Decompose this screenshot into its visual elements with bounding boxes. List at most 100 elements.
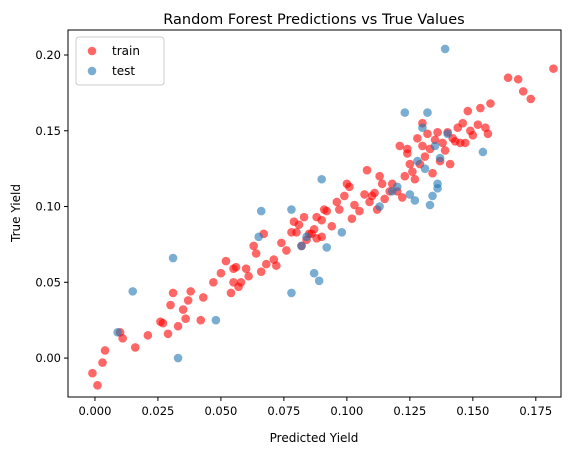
point bbox=[400, 108, 410, 117]
point bbox=[405, 159, 415, 169]
point bbox=[423, 108, 432, 117]
point bbox=[433, 184, 442, 193]
point bbox=[420, 164, 430, 173]
y-tick-label: 0.20 bbox=[35, 48, 61, 62]
point bbox=[322, 243, 332, 252]
point bbox=[178, 305, 188, 314]
point bbox=[395, 141, 405, 151]
point bbox=[143, 331, 153, 340]
point bbox=[473, 120, 483, 130]
point bbox=[196, 315, 206, 325]
point bbox=[463, 106, 473, 116]
point bbox=[418, 141, 427, 151]
point bbox=[445, 159, 455, 169]
x-tick-label: 0.075 bbox=[267, 404, 300, 418]
point bbox=[299, 212, 309, 222]
point bbox=[362, 165, 372, 175]
x-tick-label: 0.175 bbox=[519, 404, 552, 418]
point bbox=[254, 232, 264, 242]
point bbox=[375, 202, 384, 211]
point bbox=[186, 287, 195, 296]
point bbox=[173, 321, 183, 331]
point bbox=[443, 129, 452, 139]
point bbox=[168, 288, 178, 298]
point bbox=[347, 214, 357, 223]
point bbox=[231, 262, 241, 272]
x-tick-label: 0.025 bbox=[141, 404, 174, 418]
point bbox=[410, 174, 420, 184]
point bbox=[518, 87, 528, 96]
point bbox=[317, 232, 326, 242]
point bbox=[377, 179, 387, 189]
legend-label: train bbox=[112, 44, 140, 58]
point bbox=[282, 246, 291, 255]
point bbox=[345, 182, 354, 192]
point bbox=[387, 187, 397, 196]
point bbox=[168, 253, 178, 263]
point bbox=[256, 206, 266, 216]
point bbox=[370, 188, 379, 198]
point bbox=[360, 190, 369, 199]
x-tick-label: 0.000 bbox=[78, 404, 111, 418]
y-tick-label: 0.10 bbox=[35, 200, 61, 214]
x-tick-label: 0.100 bbox=[330, 404, 363, 418]
point bbox=[163, 329, 173, 339]
legend-box bbox=[75, 36, 165, 86]
point bbox=[294, 220, 304, 230]
point bbox=[513, 74, 523, 84]
point bbox=[272, 261, 281, 270]
point bbox=[166, 300, 175, 310]
point bbox=[413, 156, 422, 166]
point bbox=[327, 221, 337, 231]
point bbox=[216, 268, 226, 278]
plot-frame bbox=[67, 29, 562, 398]
point bbox=[113, 327, 122, 337]
x-tick-label: 0.150 bbox=[456, 404, 489, 418]
point bbox=[526, 94, 536, 104]
point bbox=[287, 205, 296, 214]
point bbox=[438, 138, 447, 148]
point bbox=[413, 134, 422, 143]
point bbox=[244, 271, 253, 281]
point bbox=[98, 358, 107, 367]
point bbox=[241, 264, 251, 273]
y-axis-label: True Yield bbox=[9, 184, 23, 243]
point bbox=[173, 353, 183, 363]
point bbox=[249, 241, 258, 251]
point bbox=[397, 193, 407, 202]
point bbox=[408, 167, 417, 176]
point bbox=[483, 129, 493, 139]
point bbox=[332, 197, 342, 207]
point bbox=[418, 123, 427, 133]
x-tick-label: 0.125 bbox=[393, 404, 426, 418]
point bbox=[340, 191, 349, 201]
point bbox=[400, 171, 410, 181]
point bbox=[335, 205, 344, 214]
point bbox=[183, 296, 193, 305]
point bbox=[322, 206, 332, 216]
point bbox=[468, 131, 478, 140]
point bbox=[486, 99, 495, 108]
point bbox=[118, 334, 127, 343]
point bbox=[251, 249, 261, 258]
chart-title: Random Forest Predictions vs True Values bbox=[163, 12, 464, 28]
point bbox=[309, 224, 319, 234]
point bbox=[433, 127, 442, 137]
point bbox=[435, 153, 445, 163]
point bbox=[405, 190, 415, 199]
point bbox=[549, 64, 558, 73]
point bbox=[430, 141, 440, 151]
legend-marker bbox=[87, 66, 97, 76]
point bbox=[198, 293, 208, 302]
point bbox=[221, 256, 231, 266]
y-tick-label: 0.15 bbox=[35, 124, 61, 138]
point bbox=[440, 44, 450, 54]
y-tick-label: 0.00 bbox=[35, 351, 61, 365]
point bbox=[128, 287, 138, 296]
point bbox=[302, 232, 311, 242]
point bbox=[425, 200, 435, 210]
point bbox=[209, 277, 218, 287]
point bbox=[261, 259, 271, 269]
point bbox=[375, 171, 384, 181]
